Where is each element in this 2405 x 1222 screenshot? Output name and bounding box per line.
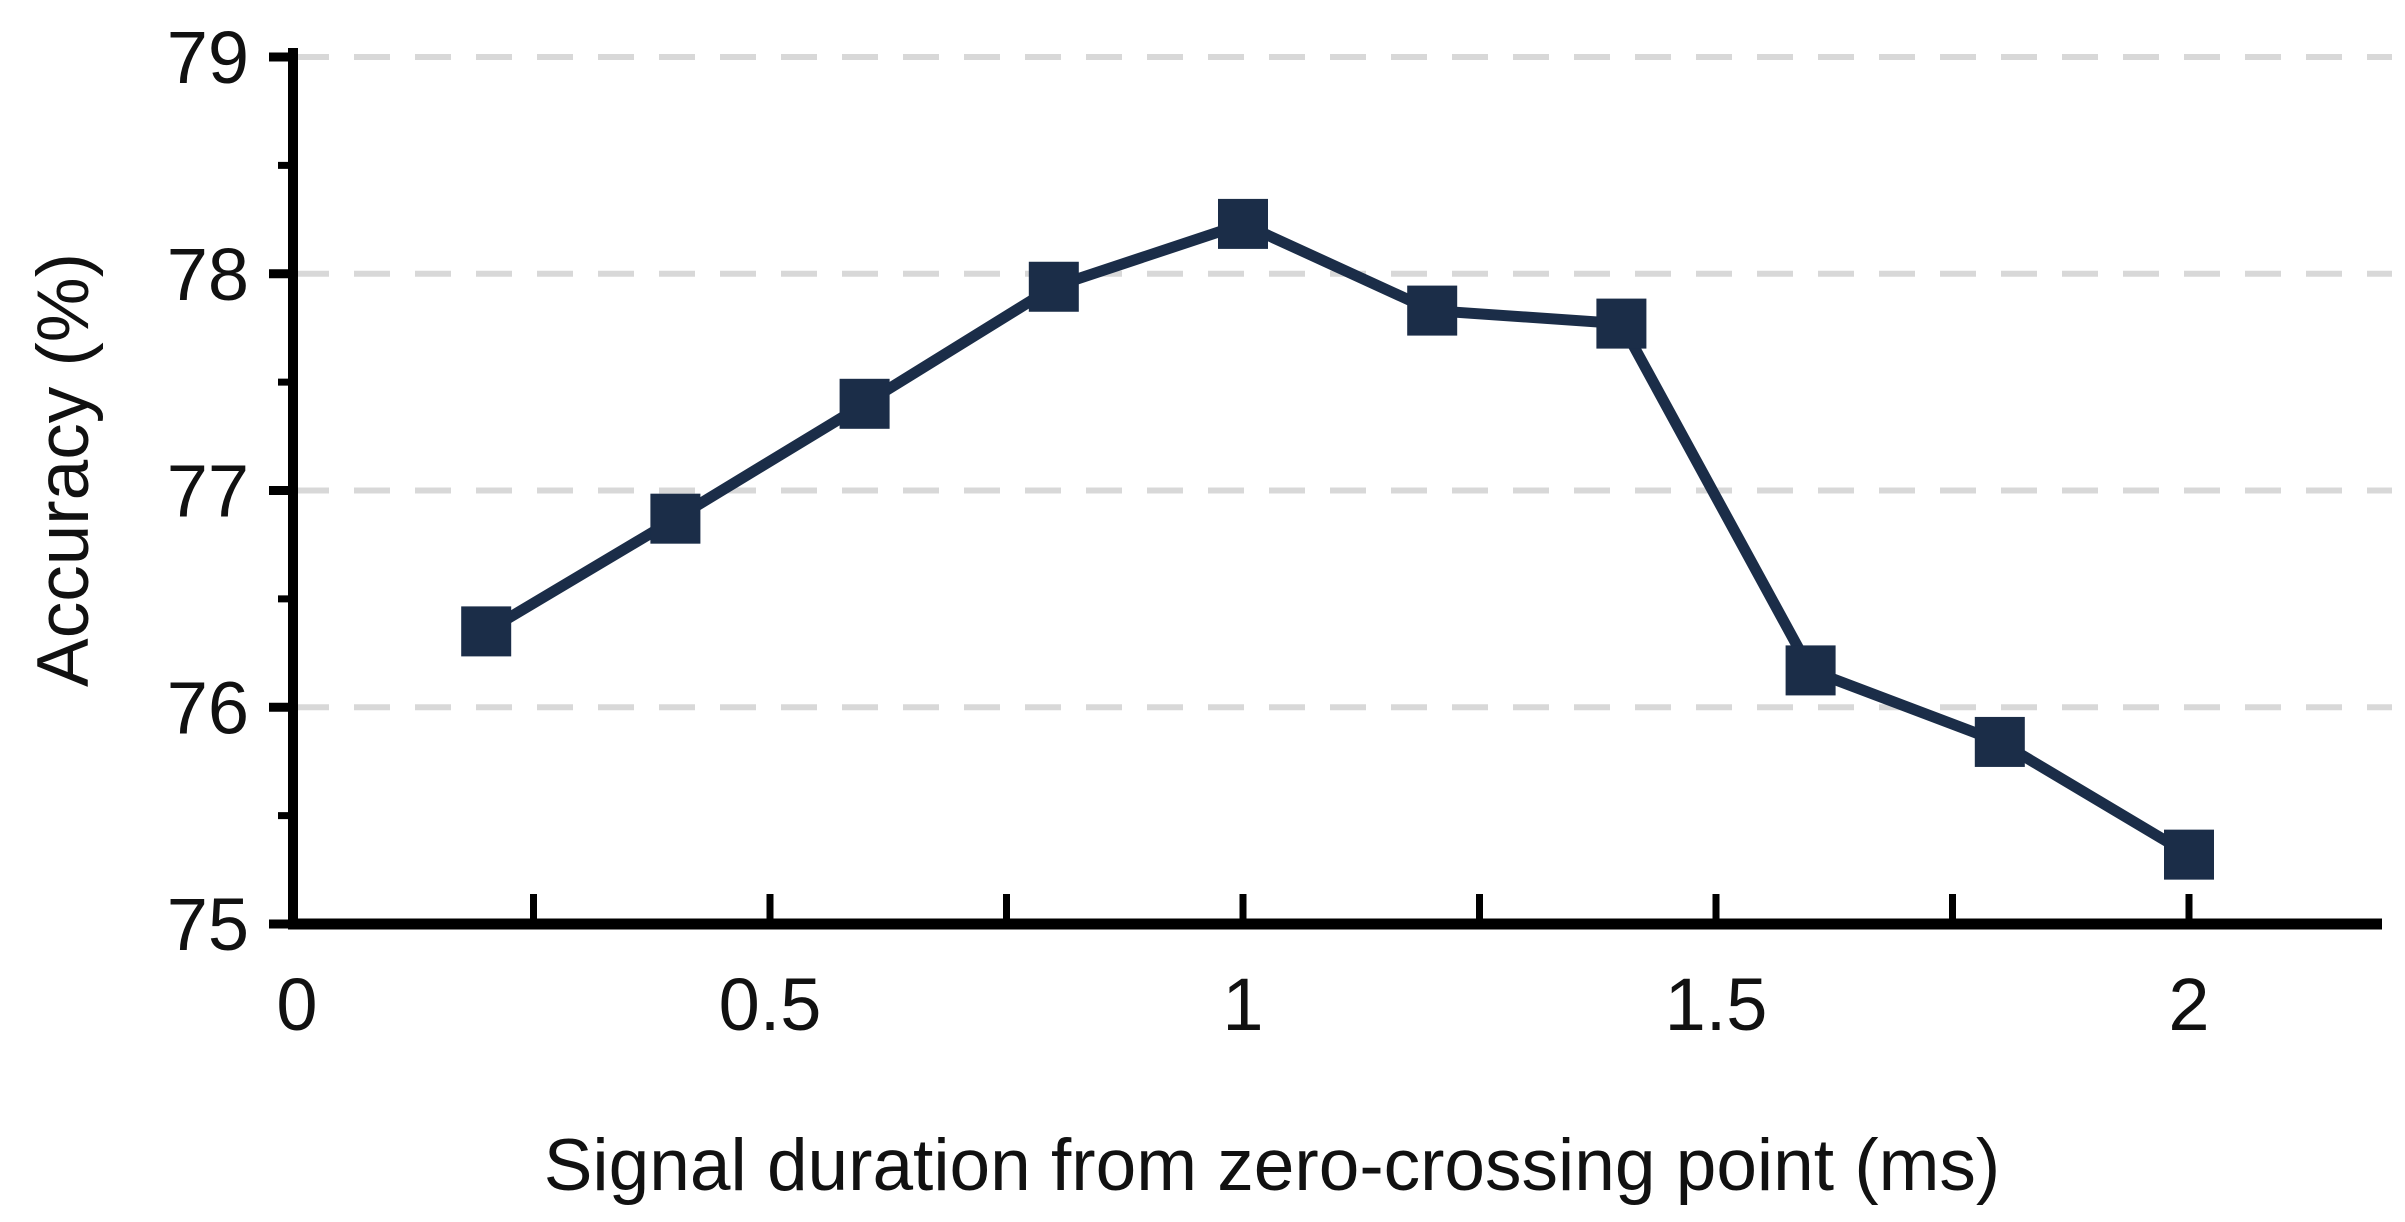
data-point-marker <box>1596 298 1647 349</box>
data-point-marker <box>1218 198 1268 249</box>
series-line <box>483 217 2192 860</box>
y-tick-label: 75 <box>167 883 249 966</box>
data-point-marker <box>1028 261 1079 312</box>
data-point-marker <box>1407 285 1458 336</box>
axis-ticks <box>269 52 2193 929</box>
data-point-marker <box>2164 829 2214 880</box>
x-tick-label: 2 <box>2168 963 2209 1046</box>
data-series <box>461 198 2214 880</box>
data-point-marker <box>839 378 890 429</box>
x-tick-label: 0.5 <box>719 963 822 1046</box>
gridlines <box>293 54 2392 711</box>
x-axis-title: Signal duration from zero-crossing point… <box>544 1125 2001 1206</box>
data-point-marker <box>461 606 512 657</box>
y-tick-label: 77 <box>167 450 249 533</box>
y-tick-label: 76 <box>167 666 249 749</box>
x-tick-label: 1 <box>1222 963 1263 1046</box>
x-tick-label: 0 <box>276 963 317 1046</box>
tick-labels: 75 76 77 78 79 0 0.5 1 1.5 2 <box>167 16 2210 1046</box>
x-tick-label: 1.5 <box>1665 963 1768 1046</box>
y-axis-title: Accuracy (%) <box>23 253 104 687</box>
data-point-marker <box>650 493 701 544</box>
y-tick-label: 79 <box>167 16 249 99</box>
data-point-marker <box>1785 645 1836 696</box>
data-point-marker <box>1974 716 2025 767</box>
y-tick-label: 78 <box>167 233 249 316</box>
